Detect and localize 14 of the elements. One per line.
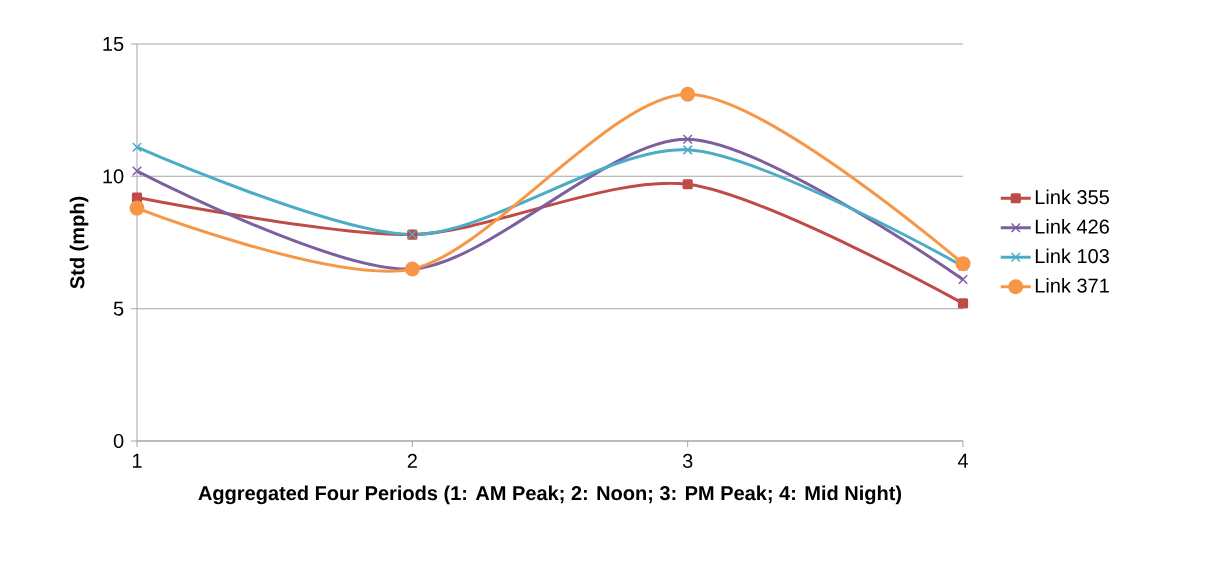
- x-tick-label: 3: [682, 453, 693, 469]
- x-tick-label: 2: [407, 453, 417, 468]
- y-tick-label: 15: [103, 37, 124, 51]
- y-tick-label: 5: [113, 301, 124, 316]
- x-tick-label: 4: [957, 453, 968, 468]
- y-axis-title: Std (mph): [69, 196, 89, 289]
- y-tick-label: 0: [113, 433, 124, 449]
- legend-label: Link 426: [1035, 219, 1109, 234]
- x-tick-label: 1: [132, 453, 142, 468]
- y-tick-label: 10: [103, 169, 124, 184]
- legend-label: Link 371: [1035, 277, 1109, 293]
- x-axis-title: Aggregated Four Periods (1: AM Peak; 2: Noon; 3: PM Peak; 4: Mid Night): [198, 485, 902, 505]
- legend-label: Link 355: [1035, 189, 1109, 205]
- legend-label: Link 103: [1035, 248, 1109, 264]
